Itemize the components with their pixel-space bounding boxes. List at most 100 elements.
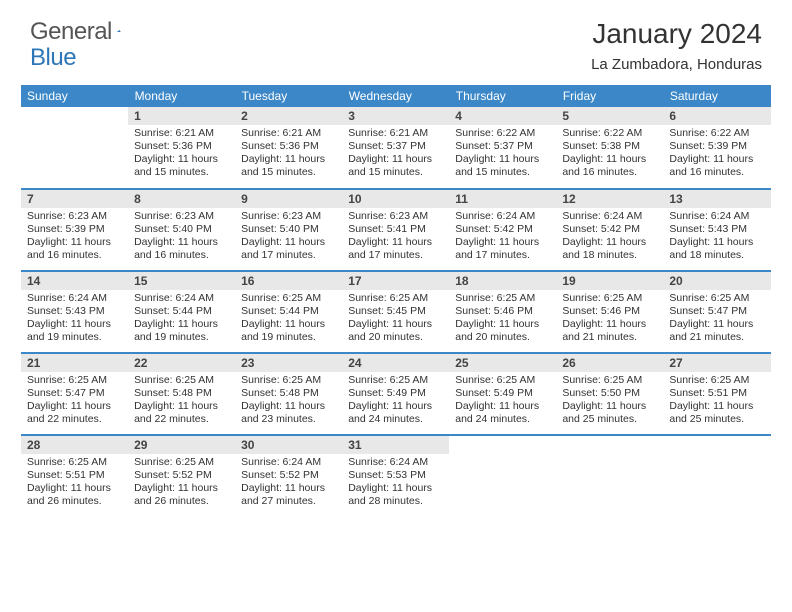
day-number: 31 <box>342 436 449 454</box>
day-number: 30 <box>235 436 342 454</box>
daylight-line-1: Daylight: 11 hours <box>134 236 229 249</box>
sunset-line: Sunset: 5:52 PM <box>134 469 229 482</box>
day-number: 17 <box>342 272 449 290</box>
sunset-line: Sunset: 5:44 PM <box>241 305 336 318</box>
daylight-line-2: and 16 minutes. <box>669 166 764 179</box>
sunrise-line: Sunrise: 6:25 AM <box>348 292 443 305</box>
day-details: Sunrise: 6:24 AMSunset: 5:43 PMDaylight:… <box>663 208 770 266</box>
day-number: 5 <box>556 107 663 125</box>
day-details: Sunrise: 6:21 AMSunset: 5:37 PMDaylight:… <box>342 125 449 183</box>
sunrise-line: Sunrise: 6:22 AM <box>669 127 764 140</box>
daylight-line-2: and 16 minutes. <box>134 249 229 262</box>
sunrise-line: Sunrise: 6:22 AM <box>562 127 657 140</box>
daylight-line-2: and 27 minutes. <box>241 495 336 508</box>
col-saturday: Saturday <box>663 85 770 107</box>
calendar-table: Sunday Monday Tuesday Wednesday Thursday… <box>21 85 771 517</box>
logo-text-general: General <box>30 18 112 46</box>
col-thursday: Thursday <box>449 85 556 107</box>
sunset-line: Sunset: 5:43 PM <box>669 223 764 236</box>
day-details: Sunrise: 6:24 AMSunset: 5:53 PMDaylight:… <box>342 454 449 512</box>
calendar-cell: 7Sunrise: 6:23 AMSunset: 5:39 PMDaylight… <box>21 189 128 271</box>
daylight-line-1: Daylight: 11 hours <box>562 318 657 331</box>
day-details: Sunrise: 6:25 AMSunset: 5:46 PMDaylight:… <box>449 290 556 348</box>
day-number: 12 <box>556 190 663 208</box>
sunset-line: Sunset: 5:42 PM <box>562 223 657 236</box>
sunrise-line: Sunrise: 6:22 AM <box>455 127 550 140</box>
daylight-line-1: Daylight: 11 hours <box>27 318 122 331</box>
daylight-line-1: Daylight: 11 hours <box>669 236 764 249</box>
daylight-line-1: Daylight: 11 hours <box>669 400 764 413</box>
calendar-cell: 4Sunrise: 6:22 AMSunset: 5:37 PMDaylight… <box>449 107 556 189</box>
sunrise-line: Sunrise: 6:23 AM <box>241 210 336 223</box>
calendar-cell: 1Sunrise: 6:21 AMSunset: 5:36 PMDaylight… <box>128 107 235 189</box>
sunrise-line: Sunrise: 6:25 AM <box>455 374 550 387</box>
daylight-line-1: Daylight: 11 hours <box>455 400 550 413</box>
day-number: 8 <box>128 190 235 208</box>
col-tuesday: Tuesday <box>235 85 342 107</box>
daylight-line-1: Daylight: 11 hours <box>562 236 657 249</box>
daylight-line-2: and 22 minutes. <box>27 413 122 426</box>
calendar-cell <box>663 435 770 517</box>
sunrise-line: Sunrise: 6:24 AM <box>562 210 657 223</box>
day-details: Sunrise: 6:25 AMSunset: 5:50 PMDaylight:… <box>556 372 663 430</box>
sunrise-line: Sunrise: 6:24 AM <box>348 456 443 469</box>
daylight-line-1: Daylight: 11 hours <box>348 153 443 166</box>
calendar-cell: 2Sunrise: 6:21 AMSunset: 5:36 PMDaylight… <box>235 107 342 189</box>
calendar-cell: 10Sunrise: 6:23 AMSunset: 5:41 PMDayligh… <box>342 189 449 271</box>
daylight-line-1: Daylight: 11 hours <box>27 400 122 413</box>
daylight-line-2: and 18 minutes. <box>562 249 657 262</box>
daylight-line-2: and 17 minutes. <box>241 249 336 262</box>
sunrise-line: Sunrise: 6:25 AM <box>134 456 229 469</box>
calendar-cell: 9Sunrise: 6:23 AMSunset: 5:40 PMDaylight… <box>235 189 342 271</box>
sunset-line: Sunset: 5:45 PM <box>348 305 443 318</box>
daylight-line-1: Daylight: 11 hours <box>562 400 657 413</box>
logo-triangle-icon <box>117 23 121 39</box>
daylight-line-2: and 24 minutes. <box>455 413 550 426</box>
sunrise-line: Sunrise: 6:23 AM <box>134 210 229 223</box>
sunset-line: Sunset: 5:52 PM <box>241 469 336 482</box>
sunset-line: Sunset: 5:49 PM <box>455 387 550 400</box>
calendar-header-row: Sunday Monday Tuesday Wednesday Thursday… <box>21 85 771 107</box>
calendar-cell: 3Sunrise: 6:21 AMSunset: 5:37 PMDaylight… <box>342 107 449 189</box>
day-number: 4 <box>449 107 556 125</box>
sunrise-line: Sunrise: 6:23 AM <box>348 210 443 223</box>
day-number: 28 <box>21 436 128 454</box>
sunrise-line: Sunrise: 6:24 AM <box>669 210 764 223</box>
daylight-line-1: Daylight: 11 hours <box>134 400 229 413</box>
calendar-cell: 17Sunrise: 6:25 AMSunset: 5:45 PMDayligh… <box>342 271 449 353</box>
calendar-cell: 28Sunrise: 6:25 AMSunset: 5:51 PMDayligh… <box>21 435 128 517</box>
daylight-line-2: and 20 minutes. <box>348 331 443 344</box>
sunset-line: Sunset: 5:48 PM <box>241 387 336 400</box>
day-number: 3 <box>342 107 449 125</box>
logo-text-blue: Blue <box>30 44 76 71</box>
day-details: Sunrise: 6:22 AMSunset: 5:38 PMDaylight:… <box>556 125 663 183</box>
daylight-line-2: and 15 minutes. <box>348 166 443 179</box>
daylight-line-1: Daylight: 11 hours <box>455 236 550 249</box>
sunrise-line: Sunrise: 6:23 AM <box>27 210 122 223</box>
sunrise-line: Sunrise: 6:24 AM <box>455 210 550 223</box>
sunset-line: Sunset: 5:40 PM <box>134 223 229 236</box>
daylight-line-2: and 26 minutes. <box>27 495 122 508</box>
daylight-line-2: and 15 minutes. <box>241 166 336 179</box>
daylight-line-2: and 24 minutes. <box>348 413 443 426</box>
daylight-line-2: and 19 minutes. <box>241 331 336 344</box>
daylight-line-1: Daylight: 11 hours <box>241 236 336 249</box>
daylight-line-1: Daylight: 11 hours <box>562 153 657 166</box>
daylight-line-1: Daylight: 11 hours <box>241 318 336 331</box>
day-number: 21 <box>21 354 128 372</box>
sunset-line: Sunset: 5:38 PM <box>562 140 657 153</box>
title-block: January 2024 La Zumbadora, Honduras <box>591 18 762 73</box>
daylight-line-2: and 15 minutes. <box>134 166 229 179</box>
daylight-line-2: and 25 minutes. <box>562 413 657 426</box>
day-details: Sunrise: 6:23 AMSunset: 5:39 PMDaylight:… <box>21 208 128 266</box>
calendar-cell: 25Sunrise: 6:25 AMSunset: 5:49 PMDayligh… <box>449 353 556 435</box>
day-details: Sunrise: 6:21 AMSunset: 5:36 PMDaylight:… <box>235 125 342 183</box>
calendar-cell <box>449 435 556 517</box>
daylight-line-2: and 28 minutes. <box>348 495 443 508</box>
calendar-cell: 11Sunrise: 6:24 AMSunset: 5:42 PMDayligh… <box>449 189 556 271</box>
logo: General <box>30 18 141 46</box>
day-details: Sunrise: 6:22 AMSunset: 5:37 PMDaylight:… <box>449 125 556 183</box>
day-details: Sunrise: 6:23 AMSunset: 5:41 PMDaylight:… <box>342 208 449 266</box>
sunrise-line: Sunrise: 6:25 AM <box>27 456 122 469</box>
day-details: Sunrise: 6:24 AMSunset: 5:42 PMDaylight:… <box>449 208 556 266</box>
